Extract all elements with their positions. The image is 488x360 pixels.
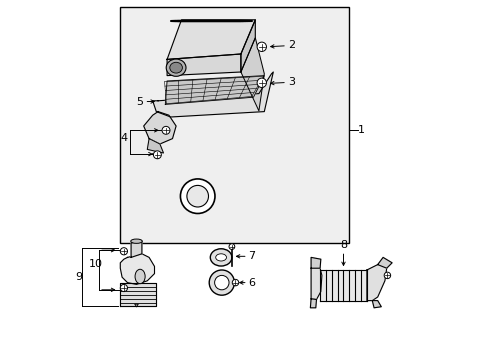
Polygon shape xyxy=(120,283,156,306)
Circle shape xyxy=(384,272,390,279)
Polygon shape xyxy=(120,254,154,284)
Text: 4: 4 xyxy=(120,133,127,143)
Polygon shape xyxy=(152,72,273,117)
Circle shape xyxy=(257,42,266,51)
Text: 5: 5 xyxy=(136,96,142,107)
Ellipse shape xyxy=(135,269,145,284)
Circle shape xyxy=(186,185,208,207)
Text: 6: 6 xyxy=(247,278,255,288)
Circle shape xyxy=(232,279,238,286)
Text: 3: 3 xyxy=(287,77,294,87)
Ellipse shape xyxy=(215,254,226,261)
Circle shape xyxy=(214,275,228,290)
Polygon shape xyxy=(241,20,255,72)
Text: 9: 9 xyxy=(75,272,82,282)
Text: 8: 8 xyxy=(339,240,346,250)
Polygon shape xyxy=(310,299,316,308)
Polygon shape xyxy=(320,270,366,301)
Circle shape xyxy=(162,126,170,134)
Bar xyxy=(120,7,348,243)
Ellipse shape xyxy=(210,249,231,266)
Text: 7: 7 xyxy=(247,251,255,261)
Text: 10: 10 xyxy=(89,258,103,269)
Circle shape xyxy=(209,270,234,295)
Ellipse shape xyxy=(166,59,185,76)
Text: 1: 1 xyxy=(357,125,364,135)
Polygon shape xyxy=(131,241,142,257)
Circle shape xyxy=(257,78,266,87)
Ellipse shape xyxy=(169,62,182,73)
Polygon shape xyxy=(143,112,176,144)
Circle shape xyxy=(120,284,127,292)
Polygon shape xyxy=(147,139,163,153)
Text: 2: 2 xyxy=(287,40,294,50)
Ellipse shape xyxy=(130,239,142,243)
Polygon shape xyxy=(366,263,386,301)
Circle shape xyxy=(120,248,127,255)
Polygon shape xyxy=(377,257,391,268)
Polygon shape xyxy=(310,257,320,268)
Polygon shape xyxy=(167,20,255,59)
Polygon shape xyxy=(167,54,241,76)
Polygon shape xyxy=(371,301,381,308)
Circle shape xyxy=(228,244,234,249)
Polygon shape xyxy=(310,268,321,300)
Circle shape xyxy=(153,151,161,159)
Polygon shape xyxy=(241,38,264,111)
Circle shape xyxy=(180,179,215,213)
Polygon shape xyxy=(165,76,264,104)
